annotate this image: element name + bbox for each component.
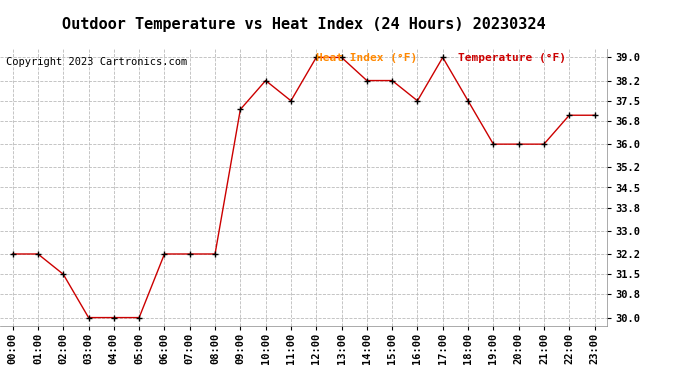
Text: Temperature (°F): Temperature (°F) — [458, 53, 566, 63]
Text: Outdoor Temperature vs Heat Index (24 Hours) 20230324: Outdoor Temperature vs Heat Index (24 Ho… — [62, 17, 545, 32]
Text: Heat Index (°F): Heat Index (°F) — [316, 53, 417, 63]
Text: Copyright 2023 Cartronics.com: Copyright 2023 Cartronics.com — [6, 57, 187, 67]
